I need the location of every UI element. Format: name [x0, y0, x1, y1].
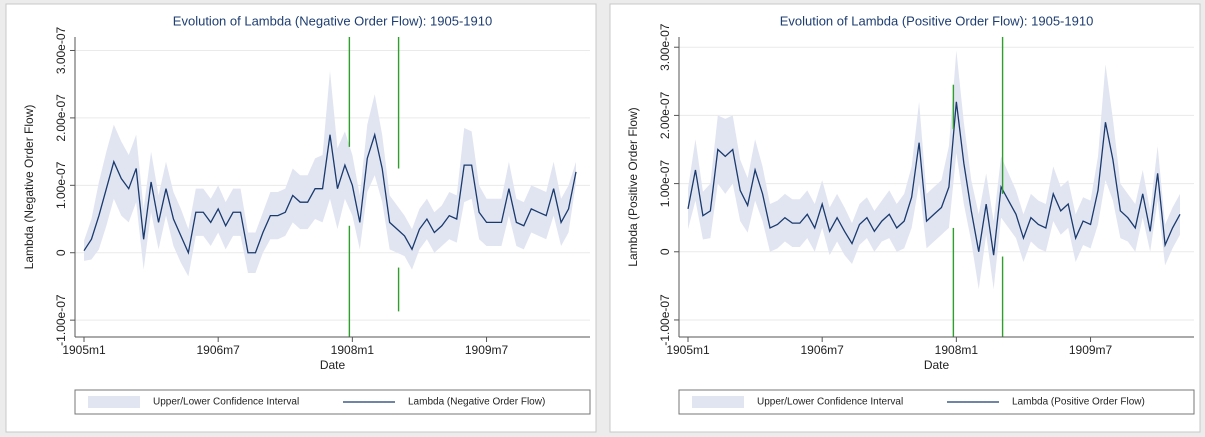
series-line [687, 101, 1181, 256]
y-tick-label: 1.00e-07 [658, 160, 672, 208]
legend-label: Lambda (Negative Order Flow) [408, 397, 545, 408]
legend-label: Upper/Lower Confidence Interval [757, 397, 903, 408]
y-tick-label: 0 [54, 249, 68, 256]
confidence-band [84, 70, 576, 277]
x-tick-label: 1909m7 [1069, 343, 1113, 357]
y-tick-label: 3.00e-07 [54, 26, 68, 74]
x-axis-label: Date [924, 358, 950, 372]
legend-box [74, 389, 591, 415]
chart-title: Evolution of Lambda (Negative Order Flow… [173, 13, 492, 28]
panel: Evolution of Lambda (Positive Order Flow… [609, 3, 1201, 433]
y-tick-label: 0 [658, 248, 672, 255]
y-tick-label: -1.00e-07 [658, 294, 672, 346]
y-tick-label: -1.00e-07 [54, 294, 68, 346]
chart-title: Evolution of Lambda (Positive Order Flow… [780, 13, 1094, 28]
y-tick-label: 1.00e-07 [54, 161, 68, 209]
x-tick-label: 1906m7 [196, 343, 240, 357]
panel: Evolution of Lambda (Negative Order Flow… [5, 3, 597, 433]
confidence-band [688, 50, 1180, 290]
legend-box [678, 389, 1195, 415]
y-axis-label: Lambda (Positive Order Flow) [626, 107, 640, 266]
legend-label: Upper/Lower Confidence Interval [153, 397, 299, 408]
y-tick-label: 2.00e-07 [658, 91, 672, 139]
y-tick-label: 2.00e-07 [54, 94, 68, 142]
x-tick-label: 1908m1 [935, 343, 979, 357]
x-tick-label: 1905m1 [62, 343, 106, 357]
legend-swatch [88, 396, 140, 408]
series-line [83, 132, 577, 255]
x-tick-label: 1909m7 [465, 343, 509, 357]
y-axis-label: Lambda (Negative Order Flow) [22, 105, 36, 270]
x-tick-label: 1906m7 [800, 343, 844, 357]
legend-label: Lambda (Positive Order Flow) [1012, 397, 1145, 408]
x-tick-label: 1905m1 [666, 343, 710, 357]
y-tick-label: 3.00e-07 [658, 23, 672, 71]
x-axis-label: Date [320, 358, 346, 372]
x-tick-label: 1908m1 [331, 343, 375, 357]
legend-swatch [692, 396, 744, 408]
